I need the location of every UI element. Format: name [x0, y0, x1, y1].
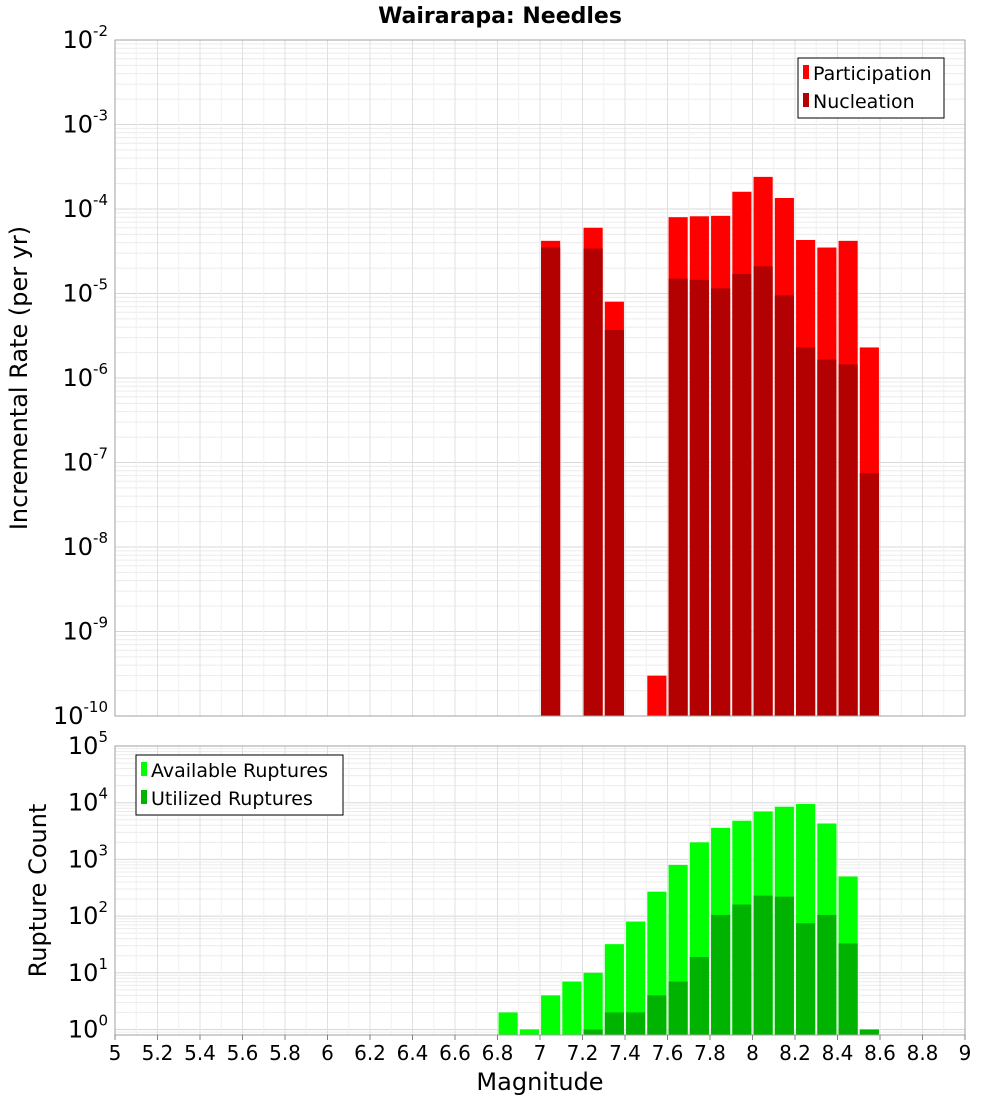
bar-utilized-ruptures [817, 914, 837, 1035]
bar-participation [647, 675, 667, 716]
x-tick-label: 7.6 [652, 1041, 684, 1065]
bar-nucleation [689, 279, 709, 716]
bar-utilized-ruptures [774, 896, 794, 1035]
legend-swatch [803, 65, 809, 79]
y-tick-label: 10-9 [62, 614, 108, 646]
x-tick-label: 8 [746, 1041, 759, 1065]
y-tick-label: 10-3 [62, 107, 108, 139]
bar-nucleation [859, 473, 879, 716]
rupture-count-panel: 105 104 103 102 101 100 Rupture Count Available… [24, 728, 966, 1044]
bar-nucleation [753, 266, 773, 716]
x-tick-label: 8.4 [822, 1041, 854, 1065]
bar-utilized-ruptures [753, 895, 773, 1035]
x-tick-label: 7.2 [567, 1041, 599, 1065]
y-tick-label: 100 [68, 1012, 108, 1044]
x-tick-label: 7.8 [694, 1041, 726, 1065]
bar-available-ruptures [604, 944, 624, 1035]
bar-nucleation [541, 247, 561, 716]
x-tick-label: 5.2 [142, 1041, 174, 1065]
legend-swatch [803, 93, 809, 107]
y-tick-label: 10-7 [62, 445, 108, 477]
y-axis-label: Incremental Rate (per yr) [5, 226, 33, 530]
bar-available-ruptures [626, 921, 646, 1035]
bar-nucleation [604, 329, 624, 716]
x-tick-label: 6.2 [354, 1041, 386, 1065]
x-tick-label: 5 [109, 1041, 122, 1065]
legend: Available Ruptures Utilized Ruptures [135, 754, 344, 816]
legend-entry: Nucleation [813, 91, 915, 113]
x-tick-label: 8.6 [864, 1041, 896, 1065]
bar-available-ruptures [583, 972, 603, 1035]
y-tick-label: 10-4 [62, 191, 108, 223]
x-tick-label: 8.8 [907, 1041, 939, 1065]
bar-utilized-ruptures [604, 1012, 624, 1035]
bar-utilized-ruptures [668, 981, 688, 1035]
bar-available-ruptures [541, 995, 561, 1035]
x-tick-label: 5.6 [227, 1041, 259, 1065]
x-axis-label: Magnitude [476, 1068, 603, 1096]
x-tick-label: 8.2 [779, 1041, 811, 1065]
bar-utilized-ruptures [859, 1029, 879, 1035]
bar-nucleation [668, 278, 688, 716]
x-tick-label: 5.4 [184, 1041, 216, 1065]
x-axis: 5 5.2 5.4 5.6 5.8 6 6.2 6.4 6.6 6.8 7 7.2 7.4 7.6 7.8 8… [109, 1035, 972, 1065]
bar-utilized-ruptures [732, 904, 752, 1035]
bar-nucleation [774, 295, 794, 716]
x-tick-label: 5.8 [269, 1041, 301, 1065]
legend-entry: Participation [813, 63, 932, 85]
bar-utilized-ruptures [647, 995, 667, 1035]
x-tick-label: 6.4 [397, 1041, 429, 1065]
y-tick-label: 104 [68, 785, 108, 817]
y-tick-label: 102 [68, 898, 108, 930]
bar-utilized-ruptures [689, 957, 709, 1035]
bar-available-ruptures [519, 1029, 539, 1035]
y-tick-label: 10-5 [62, 276, 108, 308]
x-tick-label: 6.6 [439, 1041, 471, 1065]
y-tick-label: 103 [68, 841, 108, 873]
legend-entry: Utilized Ruptures [151, 788, 313, 810]
x-tick-label: 7.4 [609, 1041, 641, 1065]
x-tick-label: 6.8 [482, 1041, 514, 1065]
x-tick-label: 6 [321, 1041, 334, 1065]
bar-utilized-ruptures [711, 914, 731, 1035]
legend-swatch [141, 762, 147, 776]
x-tick-label: 9 [959, 1041, 972, 1065]
bar-utilized-ruptures [838, 943, 858, 1035]
bar-utilized-ruptures [626, 1012, 646, 1035]
bar-nucleation [796, 347, 816, 716]
legend-entry: Available Ruptures [151, 760, 328, 782]
y-tick-label: 10-6 [62, 360, 108, 392]
chart-title: Wairarapa: Needles [378, 4, 622, 29]
y-axis-label: Rupture Count [24, 804, 52, 978]
bar-nucleation [583, 248, 603, 716]
plot-border [114, 39, 966, 717]
bar-utilized-ruptures [796, 923, 816, 1035]
y-tick-label: 105 [68, 728, 108, 760]
legend: Participation Nucleation [797, 57, 945, 119]
bar-nucleation [732, 274, 752, 716]
bar-nucleation [817, 359, 837, 716]
bar-nucleation [711, 288, 731, 716]
y-tick-label: 10-10 [53, 698, 108, 730]
bar-utilized-ruptures [583, 1029, 603, 1035]
y-tick-label: 10-2 [62, 22, 108, 54]
legend-box [135, 754, 344, 816]
y-tick-label: 101 [68, 955, 108, 987]
rate-panel: 10-2 10-3 10-4 10-5 10-6 10-7 10-8 10-9 10-10 Inc… [5, 22, 966, 730]
legend-swatch [141, 790, 147, 804]
legend-box [797, 57, 945, 119]
bar-available-ruptures [498, 1012, 518, 1035]
x-tick-label: 7 [534, 1041, 547, 1065]
bar-nucleation [838, 364, 858, 716]
y-tick-label: 10-8 [62, 529, 108, 561]
bar-available-ruptures [562, 981, 582, 1035]
